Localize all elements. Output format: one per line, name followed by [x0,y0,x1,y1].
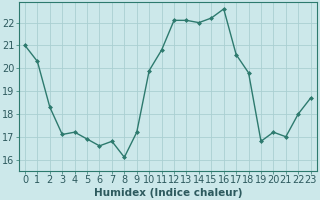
X-axis label: Humidex (Indice chaleur): Humidex (Indice chaleur) [93,188,242,198]
